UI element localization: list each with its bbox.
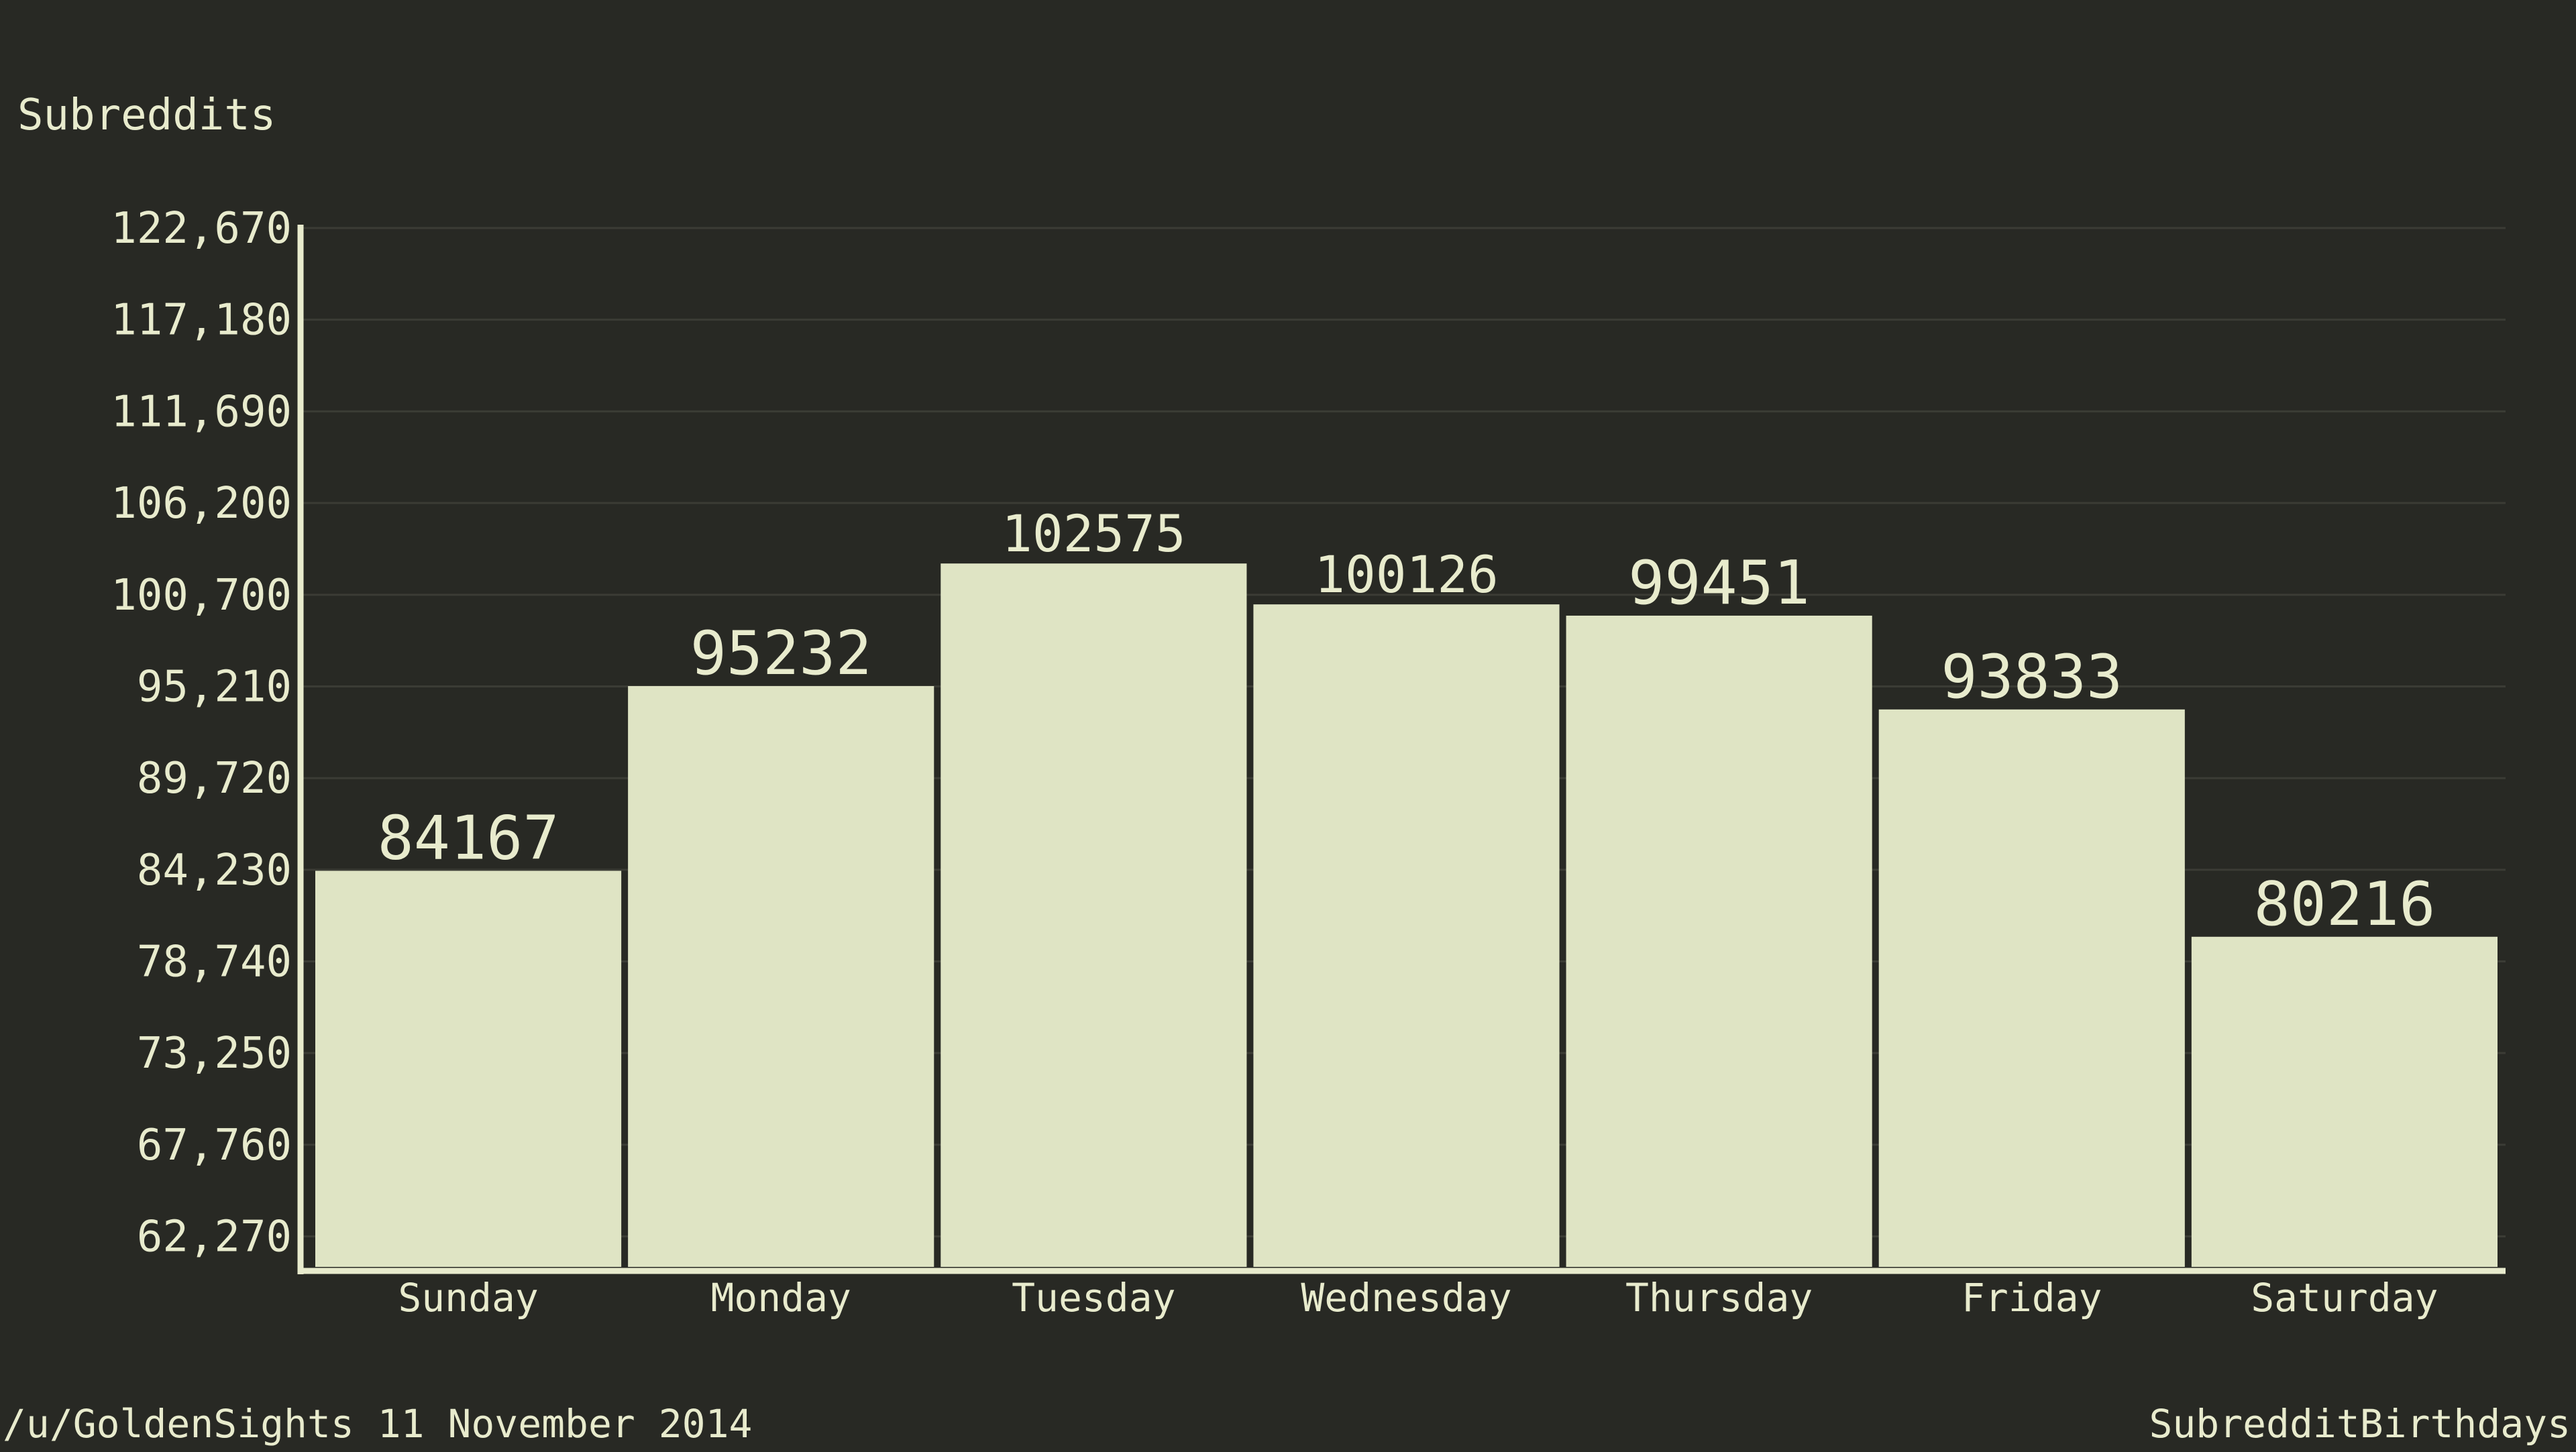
x-tick-label: Tuesday — [1012, 1275, 1175, 1321]
bar — [1566, 615, 1872, 1267]
y-tick-label: 111,690 — [111, 387, 292, 437]
y-tick-label: 89,720 — [137, 754, 292, 803]
y-tick-label: 100,700 — [111, 571, 292, 620]
bar — [1878, 709, 2185, 1267]
data-label: 95232 — [690, 618, 872, 689]
bar — [315, 871, 622, 1267]
data-label: 93833 — [1941, 642, 2123, 712]
data-labels: 84167 95232 102575 100126 99451 93833 80216 — [378, 504, 2436, 940]
data-label: 80216 — [2253, 869, 2435, 940]
bars — [315, 563, 2498, 1268]
x-tick-labels: Sunday Monday Tuesday Wednesday Thursday Frid… — [398, 1275, 2438, 1321]
bar — [941, 563, 1247, 1268]
data-label: 102575 — [1002, 504, 1186, 563]
y-tick-label: 95,210 — [137, 663, 292, 712]
footer-source: SubredditBirthdays — [2149, 1401, 2571, 1447]
x-tick-label: Thursday — [1625, 1275, 1813, 1321]
bar — [2191, 936, 2498, 1267]
footer-credit: /u/GoldenSights 11 November 2014 — [3, 1401, 752, 1447]
y-tick-label: 106,200 — [111, 479, 292, 528]
y-tick-label: 78,740 — [137, 938, 292, 987]
y-tick-label: 73,250 — [137, 1029, 292, 1078]
x-tick-label: Wednesday — [1301, 1275, 1511, 1321]
x-tick-label: Friday — [1962, 1275, 2102, 1321]
y-tick-label: 62,270 — [137, 1212, 292, 1262]
bar — [1253, 604, 1560, 1267]
data-label: 99451 — [1628, 548, 1810, 618]
y-tick-labels: 62,270 67,760 73,250 78,740 84,230 89,720 95,2… — [111, 204, 292, 1262]
x-tick-label: Saturday — [2251, 1275, 2438, 1321]
data-label: 100126 — [1314, 545, 1499, 604]
axes — [297, 225, 2506, 1274]
x-tick-label: Sunday — [398, 1275, 539, 1321]
bar — [628, 685, 934, 1267]
x-tick-label: Monday — [710, 1275, 851, 1321]
y-axis-label: Subreddits — [17, 91, 276, 140]
y-tick-label: 122,670 — [111, 204, 292, 254]
y-tick-label: 84,230 — [137, 846, 292, 895]
data-label: 84167 — [378, 803, 559, 873]
y-tick-label: 117,180 — [111, 296, 292, 345]
y-tick-label: 67,760 — [137, 1121, 292, 1170]
